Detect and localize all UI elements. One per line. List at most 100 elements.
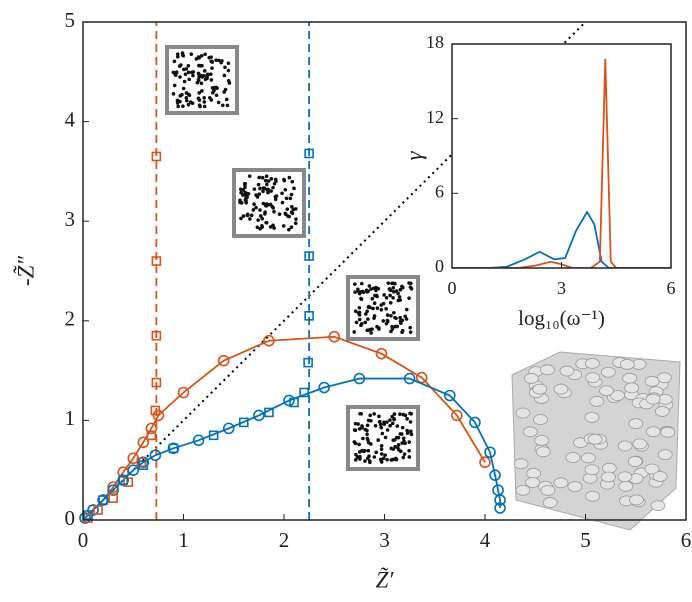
particle bbox=[222, 90, 226, 94]
particle bbox=[184, 91, 189, 95]
point bbox=[107, 481, 119, 493]
particle bbox=[216, 100, 221, 105]
particle bbox=[375, 294, 379, 299]
particle bbox=[202, 104, 207, 109]
y-axis-label: -Z̃″ bbox=[13, 256, 39, 286]
particle bbox=[171, 92, 176, 96]
particle bbox=[398, 315, 402, 320]
point bbox=[151, 377, 162, 388]
particle bbox=[241, 214, 246, 218]
particle bbox=[381, 301, 386, 306]
particle bbox=[248, 217, 252, 221]
point bbox=[318, 381, 331, 394]
particle bbox=[404, 307, 409, 312]
particle bbox=[214, 58, 218, 62]
particle bbox=[388, 418, 392, 422]
particle bbox=[392, 412, 397, 416]
particle bbox=[256, 218, 260, 222]
particle bbox=[398, 449, 403, 454]
y-tick-label: 18 bbox=[426, 32, 444, 52]
point bbox=[168, 443, 179, 454]
particle bbox=[205, 76, 209, 81]
point bbox=[136, 457, 147, 468]
particle bbox=[245, 212, 250, 217]
particle bbox=[379, 425, 384, 430]
particle bbox=[401, 455, 406, 460]
particle bbox=[400, 425, 405, 430]
grain bbox=[584, 412, 600, 423]
grain bbox=[515, 407, 531, 419]
point bbox=[479, 456, 491, 469]
particle bbox=[363, 320, 368, 325]
particle bbox=[255, 195, 260, 199]
point bbox=[217, 354, 230, 367]
particle bbox=[263, 178, 268, 183]
point bbox=[93, 505, 103, 515]
point bbox=[299, 387, 309, 398]
grain bbox=[610, 390, 625, 401]
particle bbox=[266, 190, 270, 195]
grain bbox=[618, 480, 634, 492]
point bbox=[118, 475, 128, 485]
particle bbox=[361, 290, 366, 295]
particle bbox=[244, 191, 249, 196]
y-axis-label: γ bbox=[401, 151, 426, 161]
particle bbox=[374, 450, 378, 455]
particle bbox=[293, 221, 298, 226]
particle bbox=[224, 97, 229, 102]
grain bbox=[644, 463, 660, 475]
point bbox=[146, 430, 157, 441]
y-tick-label: 0 bbox=[435, 256, 444, 276]
x-tick-label: 0 bbox=[78, 528, 89, 552]
particle bbox=[379, 307, 384, 312]
point bbox=[403, 372, 416, 385]
particle bbox=[274, 194, 279, 198]
particle bbox=[372, 455, 377, 459]
inset: 0 3 6 0 6 12 18 log₁₀(ω⁻¹) γ bbox=[401, 32, 675, 330]
particle bbox=[369, 331, 373, 335]
particle bbox=[370, 296, 375, 301]
particle bbox=[182, 67, 186, 72]
particle bbox=[391, 285, 396, 290]
point bbox=[263, 334, 275, 347]
point bbox=[108, 493, 118, 503]
point bbox=[97, 494, 109, 506]
particle bbox=[273, 177, 278, 182]
x-tick-label: 6 bbox=[681, 528, 692, 552]
particle bbox=[208, 95, 212, 100]
grain bbox=[632, 438, 648, 450]
particle bbox=[376, 286, 381, 291]
point bbox=[138, 460, 149, 471]
particle bbox=[354, 320, 359, 325]
particle bbox=[379, 452, 384, 456]
particle bbox=[202, 100, 207, 104]
particle bbox=[200, 75, 204, 79]
particle bbox=[391, 438, 396, 442]
particle bbox=[199, 54, 204, 58]
point bbox=[222, 422, 235, 435]
particle bbox=[180, 51, 185, 55]
particle bbox=[172, 83, 177, 88]
particle bbox=[368, 327, 372, 332]
point bbox=[151, 256, 162, 266]
particle bbox=[181, 104, 185, 109]
particle bbox=[401, 412, 406, 417]
grain bbox=[540, 484, 556, 496]
particle bbox=[258, 214, 263, 218]
particle bbox=[271, 185, 275, 190]
particle bbox=[277, 212, 282, 216]
particle bbox=[366, 440, 371, 445]
particle bbox=[363, 459, 367, 463]
grain bbox=[628, 418, 644, 430]
grain bbox=[650, 500, 666, 512]
particle bbox=[210, 66, 214, 70]
particle bbox=[261, 189, 265, 194]
particle bbox=[377, 327, 381, 331]
grain bbox=[584, 464, 600, 476]
particle bbox=[356, 422, 360, 426]
particle bbox=[384, 295, 389, 300]
particle bbox=[209, 72, 213, 76]
particle bbox=[357, 317, 362, 322]
point bbox=[83, 510, 93, 520]
particle bbox=[179, 63, 183, 67]
